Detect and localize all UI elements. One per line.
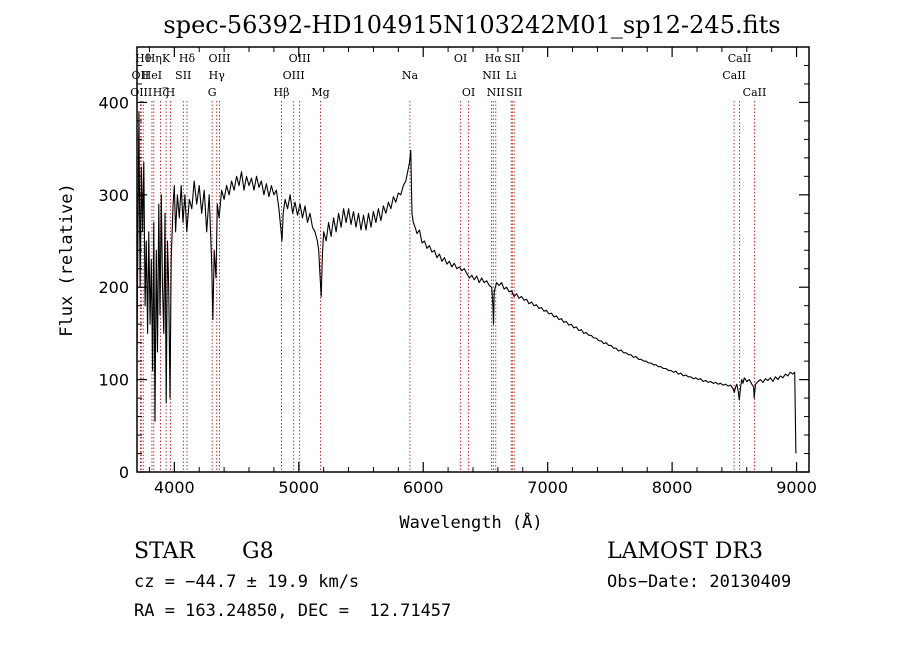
line-marker-label-18-0: OI xyxy=(454,52,467,65)
line-marker-label-22-0: NII xyxy=(487,86,505,99)
survey-label: LAMOST DR3 xyxy=(607,539,763,564)
obs-date: Obs−Date: 20130409 xyxy=(607,572,792,592)
plot-frame xyxy=(136,46,810,473)
coordinates: RA = 163.24850, DEC = 12.71457 xyxy=(134,601,452,621)
y-axis: 0 100 200 300 400 xyxy=(98,46,809,482)
x-tick-label-0: 4000 xyxy=(154,478,195,497)
line-marker-label-19-0: OI xyxy=(462,86,475,99)
line-marker-label-13-0: Hβ xyxy=(274,86,290,99)
line-marker-label-8-0: SII xyxy=(175,69,191,82)
line-marker-label-11-0: Hγ xyxy=(209,69,226,82)
line-marker-label-20-0: NII xyxy=(482,69,500,82)
line-marker-label-5-0: Hζ xyxy=(153,86,169,99)
y-tick-label-0: 0 xyxy=(119,463,129,482)
line-marker-label-24-0: SII xyxy=(504,52,520,65)
line-marker-label-21-0: Hα xyxy=(485,52,503,65)
line-marker-label-23-0: Li xyxy=(506,69,517,82)
y-tick-label-3: 300 xyxy=(98,186,129,205)
spectrum-line xyxy=(136,111,797,454)
x-axis-label: Wavelength (Å) xyxy=(399,511,542,533)
line-marker-label-0-0: OII xyxy=(132,69,150,82)
line-marker-label-1-0: OIII xyxy=(130,86,152,99)
line-marker-label-3-0: HeI xyxy=(142,69,162,82)
line-marker-label-16-0: Mg xyxy=(311,86,329,99)
line-marker-label-25-0: SII xyxy=(506,86,522,99)
line-marker-label-14-0: OIII xyxy=(283,69,305,82)
line-marker-label-17-0: Na xyxy=(402,69,419,82)
line-marker-label-28-0: CaII xyxy=(743,86,767,99)
subclass-label: G8 xyxy=(242,539,274,564)
line-marker-label-2-0: Hθ xyxy=(135,52,152,65)
x-tick-label-1: 5000 xyxy=(278,478,319,497)
chart-title: spec-56392-HD104915N103242M01_sp12-245.f… xyxy=(163,11,780,39)
x-tick-label-2: 6000 xyxy=(403,478,444,497)
x-axis: 4000 5000 6000 7000 8000 9000 xyxy=(148,47,817,497)
x-tick-label-3: 7000 xyxy=(527,478,568,497)
line-marker-label-9-0: Hδ xyxy=(179,52,196,65)
y-axis-label: Flux (relative) xyxy=(57,183,77,337)
line-marker-label-10-0: G xyxy=(208,86,217,99)
line-marker-label-6-0: K xyxy=(162,52,171,65)
line-marker-label-15-0: OIII xyxy=(289,52,311,65)
line-marker-label-4-0: Hη xyxy=(146,52,162,65)
line-marker-label-26-0: CaII xyxy=(722,69,746,82)
line-marker-label-27-0: CaII xyxy=(728,52,752,65)
cz-readout: cz = −44.7 ± 19.9 km/s xyxy=(134,572,360,592)
line-marker-label-12-0: OIII xyxy=(208,52,230,65)
y-tick-label-1: 100 xyxy=(98,371,129,390)
y-tick-label-4: 400 xyxy=(98,93,129,112)
line-marker-label-7-0: H xyxy=(166,86,176,99)
x-tick-label-4: 8000 xyxy=(652,478,693,497)
class-label: STAR xyxy=(134,539,195,564)
y-tick-label-2: 200 xyxy=(98,278,129,297)
x-tick-label-5: 9000 xyxy=(776,478,817,497)
